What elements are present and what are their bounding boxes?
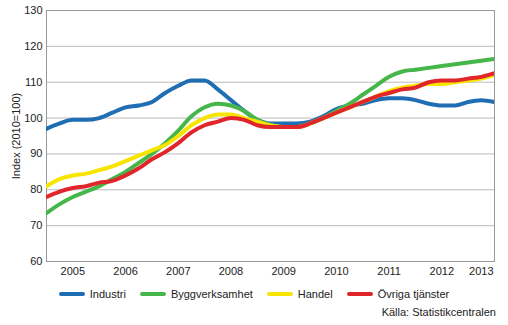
svg-text:80: 80 <box>30 183 42 195</box>
svg-text:2010: 2010 <box>324 265 348 277</box>
svg-text:Index (2010=100): Index (2010=100) <box>10 93 22 180</box>
svg-text:100: 100 <box>24 112 42 124</box>
html-text:Källa: Statistikcentralen: Källa: Statistikcentralen <box>381 306 496 318</box>
svg-text:2013: 2013 <box>469 265 493 277</box>
svg-text:2007: 2007 <box>166 265 190 277</box>
svg-text:2012: 2012 <box>430 265 454 277</box>
svg-text:2009: 2009 <box>271 265 295 277</box>
svg-text:70: 70 <box>30 219 42 231</box>
svg-text:130: 130 <box>24 4 42 16</box>
svg-text:120: 120 <box>24 40 42 52</box>
html-text:Byggverksamhet: Byggverksamhet <box>170 288 253 300</box>
html-text:Industri: Industri <box>89 288 126 300</box>
html-text:Handel: Handel <box>297 288 333 300</box>
svg-text:2008: 2008 <box>219 265 243 277</box>
svg-text:90: 90 <box>30 147 42 159</box>
svg-text:2011: 2011 <box>377 265 401 277</box>
html-text:Övriga tjänster: Övriga tjänster <box>377 288 450 300</box>
svg-text:2006: 2006 <box>113 265 137 277</box>
svg-text:60: 60 <box>30 255 42 267</box>
svg-text:110: 110 <box>25 76 43 88</box>
svg-text:2005: 2005 <box>61 265 85 277</box>
